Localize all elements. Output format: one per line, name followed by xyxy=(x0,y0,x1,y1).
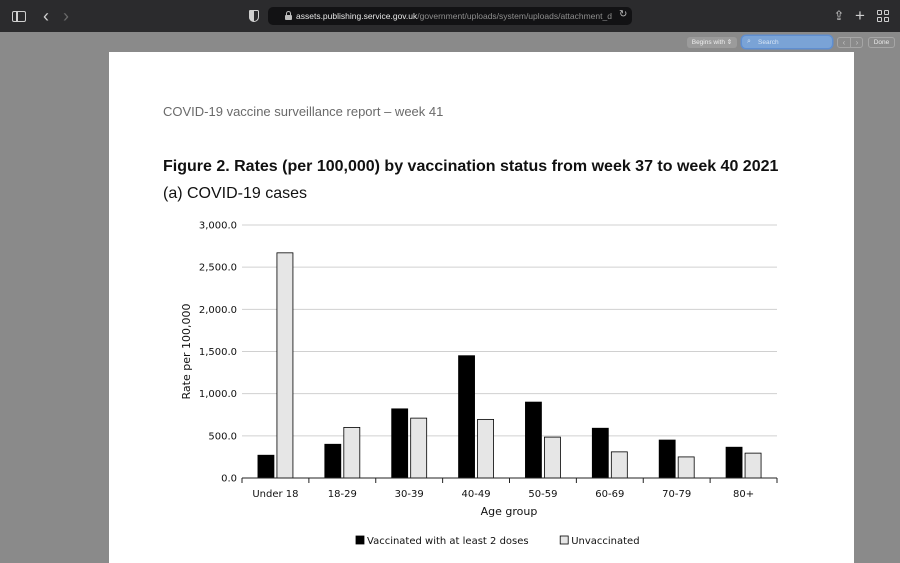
x-tick-label: 30-39 xyxy=(395,489,424,500)
back-arrow-icon[interactable]: ‹ xyxy=(43,6,49,26)
legend-label: Unvaccinated xyxy=(571,536,639,547)
bar-vaccinated xyxy=(458,355,475,479)
privacy-shield-icon[interactable] xyxy=(246,8,262,24)
x-tick-label: 40-49 xyxy=(462,489,491,500)
address-bar[interactable]: assets.publishing.service.gov.uk/governm… xyxy=(268,7,632,25)
y-axis-title: Rate per 100,000 xyxy=(180,304,193,400)
find-mode-select[interactable]: Begins with ⇕ xyxy=(687,37,737,48)
y-tick-label: 2,500.0 xyxy=(199,263,237,274)
bar-unvaccinated xyxy=(343,426,361,479)
x-tick-label: 18-29 xyxy=(328,489,357,500)
y-tick-label: 500.0 xyxy=(208,431,237,442)
search-icon: ⌕ xyxy=(747,38,751,45)
y-tick-label: 0.0 xyxy=(221,474,237,485)
legend-label: Vaccinated with at least 2 doses xyxy=(367,536,529,547)
bar-vaccinated xyxy=(324,443,342,479)
find-nav: ‹ › xyxy=(837,37,863,48)
figure-title: Figure 2. Rates (per 100,000) by vaccina… xyxy=(163,158,779,175)
report-title: COVID-19 vaccine surveillance report – w… xyxy=(163,104,444,119)
find-done-button[interactable]: Done xyxy=(868,37,895,48)
bar-chart: 0.0 500.0 1,000.0 1,500.0 2,000.0 2,500.0 3,00… xyxy=(180,221,778,547)
forward-arrow-icon[interactable]: › xyxy=(63,6,69,26)
bar-unvaccinated xyxy=(477,418,494,479)
y-tick-label: 2,000.0 xyxy=(199,305,237,316)
url-text[interactable]: assets.publishing.service.gov.uk/governm… xyxy=(296,10,614,22)
bar-unvaccinated xyxy=(610,451,628,479)
x-tick-label: 70-79 xyxy=(662,489,691,500)
legend-swatch xyxy=(355,535,365,545)
reload-icon[interactable]: ↻ xyxy=(619,9,628,20)
find-next-icon[interactable]: › xyxy=(855,38,859,47)
x-tick-label: 50-59 xyxy=(528,489,557,500)
bar-vaccinated xyxy=(257,454,275,479)
updown-icon: ⇕ xyxy=(726,39,733,46)
bar-vaccinated xyxy=(725,446,743,479)
bar-unvaccinated xyxy=(677,456,695,479)
share-icon[interactable]: ⇪ xyxy=(833,8,845,23)
bar-unvaccinated xyxy=(744,452,762,479)
y-tick-label: 3,000.0 xyxy=(199,221,237,232)
x-tick-label: 80+ xyxy=(733,489,754,500)
bar-unvaccinated xyxy=(276,252,294,479)
find-search-field[interactable]: ⌕ xyxy=(742,36,832,48)
find-mode-label: Begins with xyxy=(691,39,725,46)
url-path: /government/uploads/system/uploads/attac… xyxy=(417,11,612,21)
pdf-page: COVID-19 vaccine surveillance report – w… xyxy=(109,52,854,563)
bar-vaccinated xyxy=(658,439,676,479)
bar-vaccinated xyxy=(525,401,542,479)
figure-subtitle: (a) COVID-19 cases xyxy=(163,185,308,202)
tab-overview-icon[interactable] xyxy=(875,8,891,24)
find-search-input[interactable] xyxy=(758,37,828,47)
bar-vaccinated xyxy=(591,427,609,479)
lock-icon xyxy=(285,11,292,20)
sidebar-toggle-icon[interactable] xyxy=(11,8,27,24)
find-bar: Begins with ⇕ ⌕ ‹ › Done xyxy=(0,32,900,52)
bar-vaccinated xyxy=(391,408,409,479)
new-tab-icon[interactable]: + xyxy=(855,6,865,25)
find-previous-icon[interactable]: ‹ xyxy=(842,38,846,47)
x-axis-title: Age group xyxy=(481,505,538,518)
y-tick-label: 1,000.0 xyxy=(199,389,237,400)
y-tick-label: 1,500.0 xyxy=(199,347,237,358)
browser-toolbar: ‹ › assets.publishing.service.gov.uk/gov… xyxy=(0,0,900,32)
x-tick-label: 60-69 xyxy=(595,489,624,500)
bar-unvaccinated xyxy=(544,436,561,479)
bar-unvaccinated xyxy=(410,417,428,479)
legend-swatch xyxy=(559,535,569,545)
url-host: assets.publishing.service.gov.uk xyxy=(296,11,418,21)
x-tick-label: Under 18 xyxy=(252,489,298,500)
